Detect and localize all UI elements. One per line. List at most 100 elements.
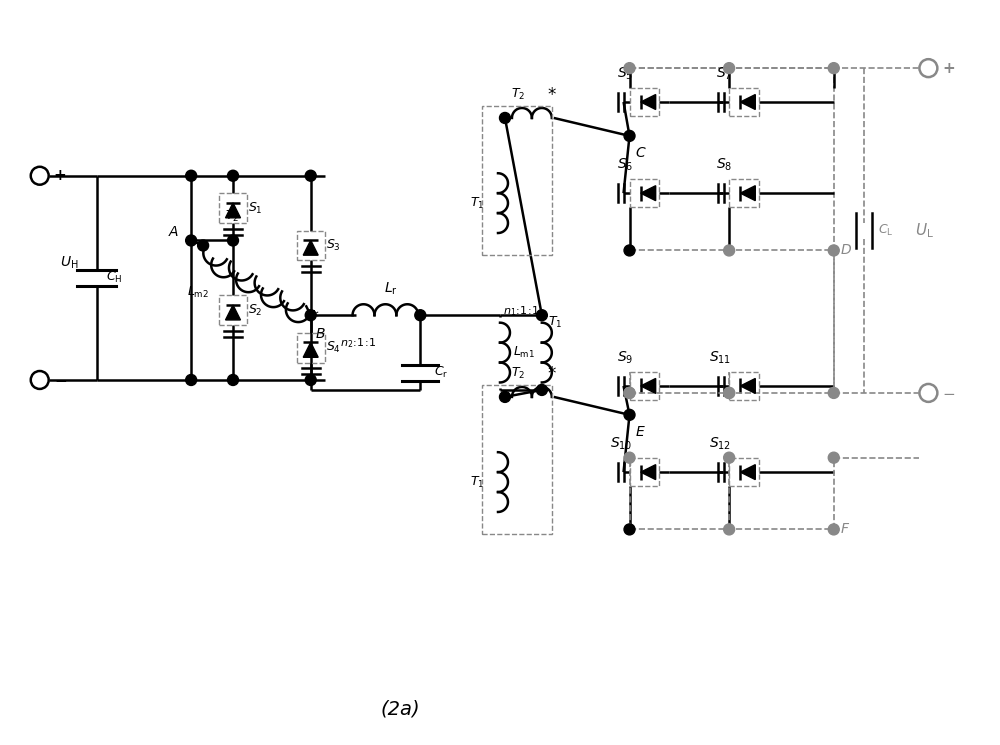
Text: *: * [310,309,319,327]
Circle shape [228,171,238,181]
Circle shape [828,63,839,74]
Text: $S_3$: $S_3$ [326,238,340,253]
Circle shape [305,375,316,385]
Bar [729,458,759,486]
Bar [482,385,552,534]
Bar [297,230,325,261]
Circle shape [536,310,547,320]
Circle shape [724,63,735,74]
Text: $L_{\mathrm{m1}}$: $L_{\mathrm{m1}}$ [513,345,535,360]
Text: $E$: $E$ [635,425,646,439]
Text: $S_{12}$: $S_{12}$ [709,436,731,452]
Polygon shape [226,203,240,218]
Text: $-$: $-$ [54,372,67,387]
Circle shape [186,235,197,246]
Polygon shape [303,343,318,358]
Circle shape [828,524,839,535]
Bar [630,372,659,400]
Circle shape [536,384,547,396]
Circle shape [31,371,49,389]
Text: $L_{\mathrm{m2}}$: $L_{\mathrm{m2}}$ [187,285,209,299]
Circle shape [186,171,197,181]
Bar [630,88,659,116]
Polygon shape [740,378,755,393]
Bar [482,106,552,256]
Text: +: + [54,168,66,183]
Circle shape [305,310,316,320]
Text: $S_1$: $S_1$ [248,200,263,215]
Circle shape [724,524,735,535]
Text: $D$: $D$ [840,244,852,258]
Polygon shape [641,95,656,110]
Circle shape [724,245,735,256]
Bar [219,295,247,325]
Circle shape [919,59,937,77]
Text: $S_{10}$: $S_{10}$ [610,436,632,452]
Circle shape [228,375,238,385]
Polygon shape [740,465,755,480]
Circle shape [724,387,735,399]
Text: $C_{\mathrm{r}}$: $C_{\mathrm{r}}$ [434,364,449,379]
Polygon shape [641,378,656,393]
Text: $C_{\mathrm{H}}$: $C_{\mathrm{H}}$ [106,270,123,285]
Text: $A$: $A$ [168,224,179,238]
Circle shape [415,310,426,320]
Text: $B$: $B$ [315,327,325,341]
Text: $S_7$: $S_7$ [716,66,732,82]
Bar [219,193,247,223]
Text: $-$: $-$ [942,385,956,400]
Text: $U_{\mathrm{L}}$: $U_{\mathrm{L}}$ [915,221,934,240]
Bar [729,372,759,400]
Circle shape [305,171,316,181]
Text: $U_{\mathrm{H}}$: $U_{\mathrm{H}}$ [60,255,78,271]
Bar [729,88,759,116]
Circle shape [624,452,635,463]
Polygon shape [226,305,240,320]
Circle shape [500,391,510,402]
Circle shape [919,384,937,402]
Circle shape [624,409,635,420]
Bar [630,180,659,207]
Text: $C$: $C$ [635,146,647,160]
Circle shape [500,112,510,124]
Text: $C_{\mathrm{L}}$: $C_{\mathrm{L}}$ [878,223,893,238]
Circle shape [624,130,635,142]
Circle shape [724,387,735,399]
Text: $S_{11}$: $S_{11}$ [709,349,731,366]
Text: $L_{\mathrm{r}}$: $L_{\mathrm{r}}$ [384,281,397,297]
Bar [297,333,325,363]
Circle shape [624,387,635,399]
Polygon shape [641,465,656,480]
Text: $S_2$: $S_2$ [248,302,262,318]
Polygon shape [740,186,755,200]
Text: $T_1$: $T_1$ [470,196,484,211]
Circle shape [198,240,209,251]
Text: (2a): (2a) [381,700,420,718]
Text: $T_1$: $T_1$ [470,475,484,489]
Text: *: * [548,365,556,383]
Polygon shape [303,240,318,256]
Text: $S_5$: $S_5$ [617,66,633,82]
Circle shape [228,235,238,246]
Bar [729,180,759,207]
Text: $F$: $F$ [840,522,850,536]
Circle shape [724,452,735,463]
Text: +: + [942,60,955,76]
Text: $S_9$: $S_9$ [617,349,633,366]
Circle shape [624,524,635,535]
Text: $T_2$: $T_2$ [511,87,525,102]
Text: $T_2$: $T_2$ [511,366,525,381]
Text: $n_2\!:\!1\!:\!1$: $n_2\!:\!1\!:\!1$ [340,336,377,349]
Text: $T_1$: $T_1$ [548,315,562,330]
Circle shape [828,245,839,256]
Polygon shape [740,95,755,110]
Text: $T_2$: $T_2$ [225,209,239,224]
Text: $S_8$: $S_8$ [716,157,732,174]
Circle shape [186,375,197,385]
Text: $S_6$: $S_6$ [617,157,633,174]
Text: $n_1\!:\!1\!:\!1$: $n_1\!:\!1\!:\!1$ [503,304,539,317]
Polygon shape [641,186,656,200]
Bar [630,458,659,486]
Circle shape [828,387,839,399]
Circle shape [624,387,635,399]
